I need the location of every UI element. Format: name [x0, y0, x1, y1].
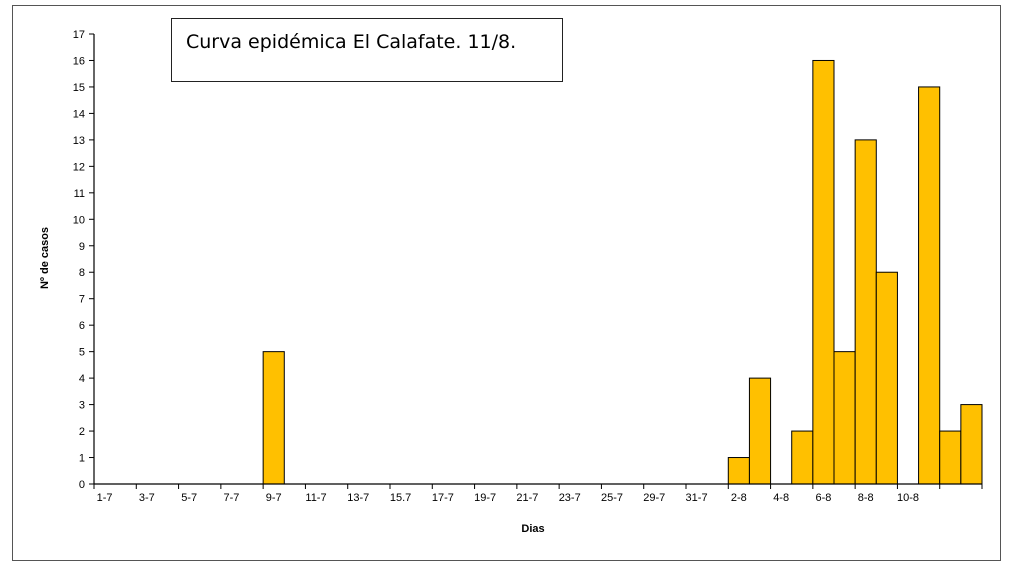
x-tick-label: 8-8	[858, 492, 874, 504]
bar-5-8	[833, 351, 856, 485]
bar-11-8	[960, 404, 983, 485]
axes	[93, 34, 982, 485]
y-tick-label: 13	[73, 135, 85, 147]
bar-31-7	[727, 457, 750, 485]
bar-3-8	[791, 430, 814, 485]
chart-title: Curva epidémica El Calafate. 11/8.	[186, 31, 517, 53]
x-axis-ticks: 1-7 3-7 5-7 7-7 9-7 11-7 13-7 15.7 17-7 19-7 21-7 2…	[93, 484, 983, 504]
x-tick-label: 5-7	[181, 492, 197, 504]
y-axis-label: Nº de casos	[39, 227, 51, 289]
y-tick-label: 2	[79, 426, 85, 438]
bar-1-8	[748, 377, 772, 485]
x-tick-label: 25-7	[601, 492, 623, 504]
x-tick-label: 10-8	[897, 492, 919, 504]
y-tick-label: 15	[73, 82, 85, 94]
y-tick-label: 5	[79, 347, 85, 359]
x-tick-label: 11-7	[305, 492, 326, 504]
x-tick-label: 19-7	[474, 492, 496, 504]
y-tick-label: 14	[73, 108, 85, 120]
bar-9-8	[918, 86, 941, 485]
y-tick-label: 11	[74, 188, 85, 200]
y-tick-label: 0	[79, 479, 85, 491]
x-tick-label: 21-7	[516, 492, 538, 504]
x-tick-label: 29-7	[643, 492, 665, 504]
x-tick-label: 4-8	[773, 492, 789, 504]
x-tick-label: 15.7	[390, 492, 411, 504]
y-tick-label: 3	[79, 400, 85, 412]
y-tick-label: 8	[79, 267, 85, 279]
y-tick-label: 4	[79, 373, 85, 385]
y-tick-label: 7	[79, 294, 85, 306]
y-tick-label: 9	[79, 241, 85, 253]
x-tick-label: 31-7	[686, 492, 708, 504]
x-tick-label: 3-7	[139, 492, 155, 504]
y-tick-label: 1	[79, 453, 85, 465]
y-tick-label: 16	[73, 55, 85, 67]
x-tick-label: 2-8	[731, 492, 747, 504]
x-tick-label: 17-7	[432, 492, 454, 504]
bars	[262, 59, 983, 485]
bar-6-8	[854, 139, 877, 485]
bar-10-8	[939, 430, 962, 485]
x-tick-label: 6-8	[815, 492, 831, 504]
x-tick-label: 23-7	[559, 492, 581, 504]
y-tick-label: 10	[73, 214, 85, 226]
bar-7-8	[875, 271, 898, 485]
x-tick-label: 9-7	[266, 492, 282, 504]
y-tick-label: 17	[73, 29, 85, 41]
x-axis-label: Dias	[521, 523, 544, 535]
x-tick-label: 13-7	[347, 492, 369, 504]
y-tick-label: 6	[79, 320, 85, 332]
x-tick-label: 1-7	[97, 492, 113, 504]
y-tick-label: 12	[73, 161, 85, 173]
x-tick-label: 7-7	[223, 492, 239, 504]
chart-title-box: Curva epidémica El Calafate. 11/8.	[171, 18, 563, 82]
bar-9-7	[262, 351, 285, 485]
bar-4-8	[812, 59, 835, 485]
